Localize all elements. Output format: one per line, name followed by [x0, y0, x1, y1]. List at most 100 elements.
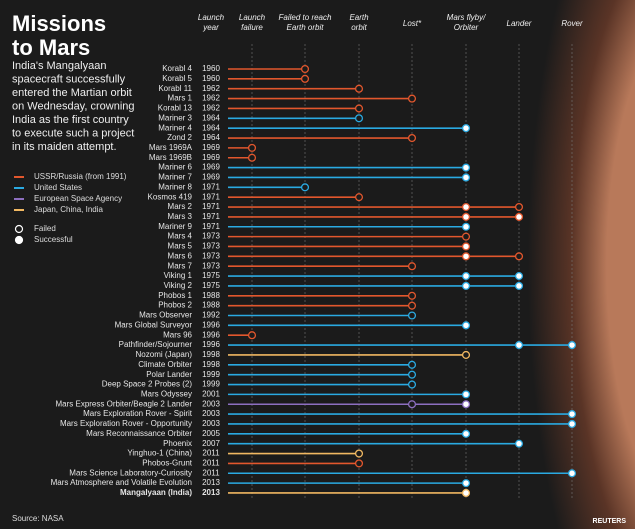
- mission-name: Mars Observer: [139, 311, 192, 320]
- mission-marker: [407, 360, 417, 369]
- mission-year: 2011: [202, 459, 220, 468]
- mission-name: Mars 1969B: [149, 153, 192, 162]
- mission-year: 2005: [202, 429, 220, 438]
- credit: REUTERS: [593, 518, 627, 525]
- mission-marker: [461, 252, 471, 261]
- mission-marker: [407, 94, 417, 103]
- mission-year: 1975: [202, 281, 220, 290]
- legend-label: European Space Agency: [34, 194, 122, 203]
- mission-name: Viking 1: [164, 271, 193, 280]
- mars-backdrop: [440, 0, 635, 529]
- mission-name: Korabl 13: [158, 104, 193, 113]
- mission-marker: [461, 242, 471, 251]
- column-header: Lander: [507, 19, 532, 28]
- mission-marker: [461, 429, 471, 438]
- legend-marker: [14, 224, 24, 234]
- mission-marker: [514, 341, 524, 350]
- mission-name: Mars Exploration Rover - Opportunity: [60, 419, 192, 428]
- column-header: Rover: [561, 19, 583, 28]
- mission-marker: [461, 212, 471, 221]
- mission-name: Mars Exploration Rover - Spirit: [83, 409, 193, 418]
- column-header: Launch: [198, 13, 225, 22]
- mission-marker: [567, 469, 577, 478]
- mission-marker: [461, 173, 471, 182]
- mission-name: Mars Atmosphere and Volatile Evolution: [51, 478, 192, 487]
- mission-name: Mars 6: [168, 251, 193, 260]
- mission-name: Phoenix: [163, 439, 192, 448]
- legend-label: USSR/Russia (from 1991): [34, 172, 127, 181]
- mission-year: 1964: [202, 133, 220, 142]
- mission-year: 2003: [202, 399, 220, 408]
- mission-marker: [407, 301, 417, 310]
- legend-label: United States: [34, 183, 82, 192]
- mission-name: Deep Space 2 Probes (2): [102, 380, 193, 389]
- mission-year: 1971: [202, 192, 220, 201]
- mission-marker: [567, 341, 577, 350]
- mission-marker: [461, 281, 471, 290]
- mission-marker: [461, 272, 471, 281]
- column-header: failure: [241, 23, 263, 32]
- legend-label: Failed: [34, 224, 56, 233]
- mission-marker: [247, 143, 257, 152]
- legend-label: Japan, China, India: [34, 205, 103, 214]
- mission-year: 1960: [202, 74, 220, 83]
- mission-name: Yinghuo-1 (China): [127, 449, 192, 458]
- mission-name: Nozomi (Japan): [136, 350, 193, 359]
- mission-year: 1969: [202, 173, 220, 182]
- mission-marker: [461, 232, 471, 241]
- mission-name: Mars Express Orbiter/Beagle 2 Lander: [55, 399, 192, 408]
- column-header: Failed to reach: [279, 13, 332, 22]
- mission-name: Korabl 5: [162, 74, 192, 83]
- mission-year: 1973: [202, 261, 220, 270]
- mission-name: Mars 3: [168, 212, 193, 221]
- mission-year: 1973: [202, 242, 220, 251]
- mission-name: Mars Reconnaissance Orbiter: [86, 429, 192, 438]
- mission-name: Polar Lander: [146, 370, 192, 379]
- mission-marker: [461, 350, 471, 359]
- mission-name: Phobos 1: [158, 291, 192, 300]
- mission-name: Mars Science Laboratory-Curiosity: [69, 468, 192, 477]
- mission-name: Korabl 11: [158, 84, 192, 93]
- mission-year: 1992: [202, 311, 220, 320]
- mission-marker: [354, 449, 364, 458]
- mission-marker: [567, 419, 577, 429]
- title: Missions: [12, 11, 106, 36]
- mission-name: Mars 1: [168, 94, 193, 103]
- legend-marker: [14, 235, 24, 245]
- mission-name: Korabl 4: [162, 64, 192, 73]
- mission-year: 1996: [202, 340, 220, 349]
- mission-name: Mars Global Surveyor: [115, 320, 193, 329]
- legend-label: Successful: [34, 235, 73, 244]
- mission-name: Mars 4: [168, 232, 193, 241]
- mission-year: 1998: [202, 350, 220, 359]
- mission-year: 1971: [202, 202, 220, 211]
- mission-year: 2013: [202, 478, 220, 487]
- mission-marker: [247, 331, 257, 340]
- mission-marker: [514, 202, 524, 212]
- mission-marker: [461, 321, 471, 330]
- mission-year: 1971: [202, 212, 220, 221]
- mission-year: 1973: [202, 251, 220, 260]
- mission-year: 1962: [202, 94, 220, 103]
- mission-year: 1999: [202, 380, 220, 389]
- mission-name: Mariner 6: [158, 163, 192, 172]
- column-header: orbit: [351, 23, 367, 32]
- mission-year: 2003: [202, 409, 220, 418]
- mission-name: Viking 2: [164, 281, 193, 290]
- mission-marker: [461, 400, 471, 409]
- mission-year: 1964: [202, 123, 220, 132]
- mission-name: Mariner 4: [158, 123, 192, 132]
- mission-name: Mars 1969A: [149, 143, 193, 152]
- mission-name: Mariner 8: [158, 182, 192, 191]
- mission-marker: [461, 163, 471, 172]
- mission-name: Mariner 9: [158, 222, 192, 231]
- mission-year: 2001: [202, 389, 220, 398]
- mission-marker: [461, 222, 471, 231]
- mission-marker: [514, 281, 524, 290]
- mission-name: Phobos 2: [158, 301, 192, 310]
- mission-marker: [514, 212, 524, 221]
- intro-text: entered the Martian orbit: [12, 87, 132, 99]
- mission-year: 1973: [202, 232, 220, 241]
